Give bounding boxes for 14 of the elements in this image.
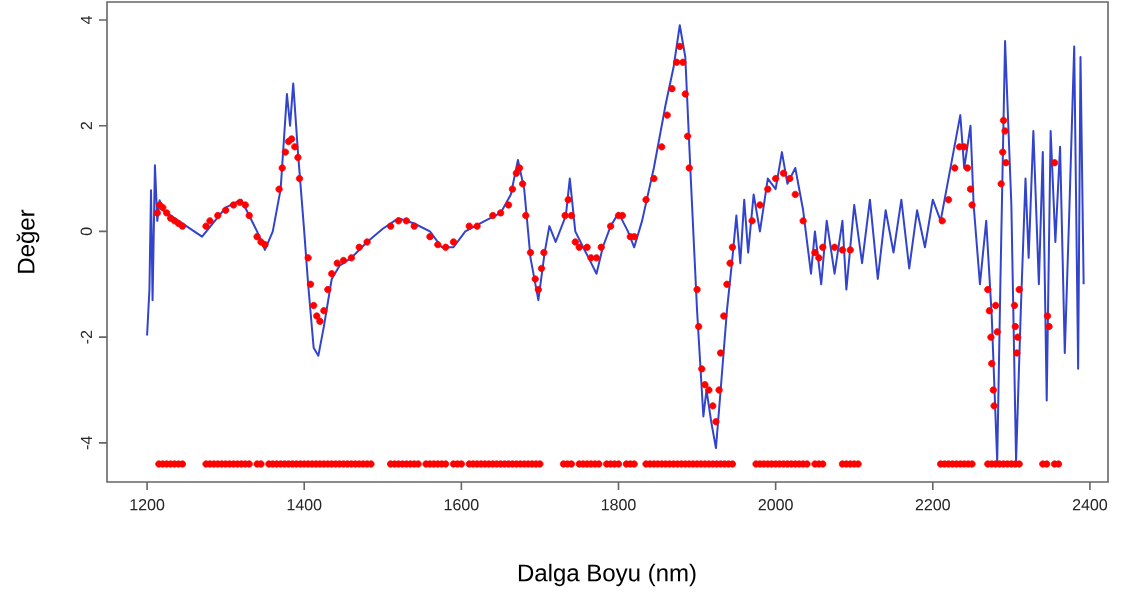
x-tick-label: 1600 <box>444 499 479 511</box>
x-tick-label: 2200 <box>915 499 950 511</box>
x-tick-label: 2400 <box>1072 499 1108 511</box>
x-tick-label: 1800 <box>601 499 636 511</box>
x-tick-label: 1200 <box>130 499 165 511</box>
y-axis-title: Değer <box>16 209 40 273</box>
y-tick-label: 0 <box>80 227 92 236</box>
y-tick-label: -4 <box>80 436 92 450</box>
y-tick-label: -2 <box>80 330 92 344</box>
y-tick-label: 4 <box>80 15 92 25</box>
x-tick-label: 1400 <box>287 499 322 511</box>
y-tick-label: 2 <box>80 122 92 130</box>
x-axis-title: Dalga Boyu (nm) <box>518 563 696 587</box>
x-tick-label: 2000 <box>758 499 793 511</box>
